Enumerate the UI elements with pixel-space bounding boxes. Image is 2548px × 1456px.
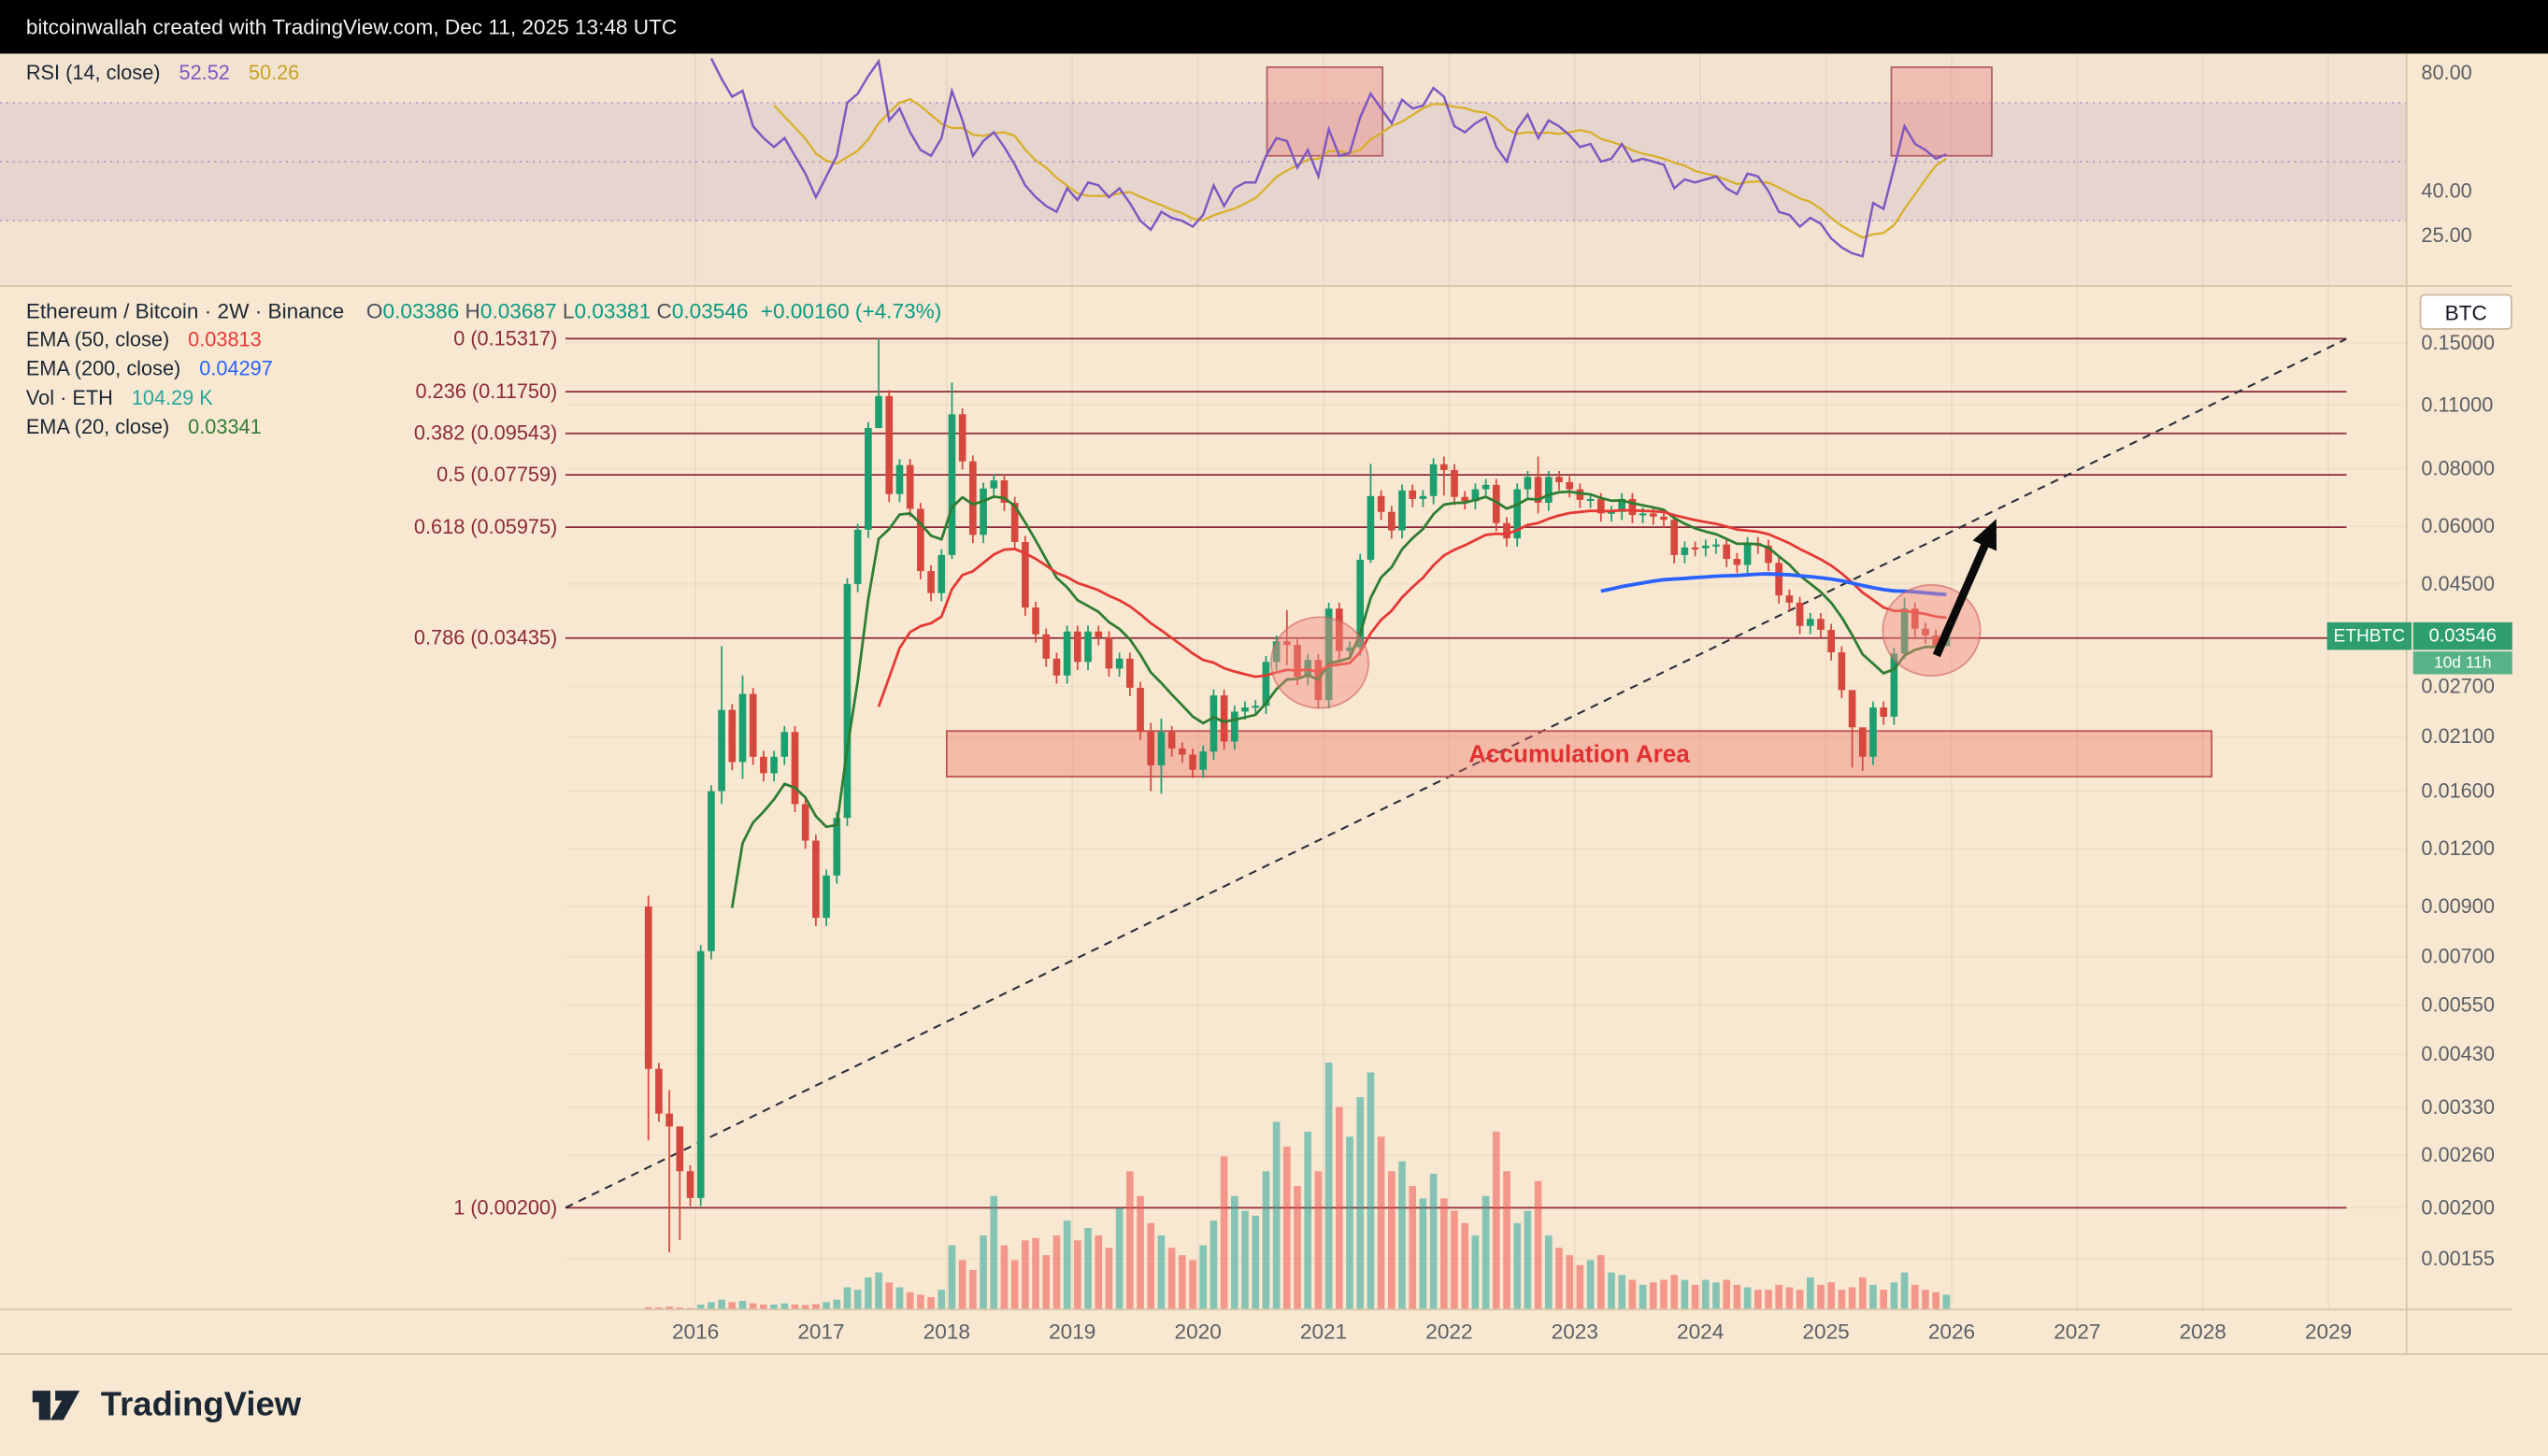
svg-text:0.04500: 0.04500: [2421, 572, 2495, 595]
gridlines: [565, 53, 2407, 1310]
svg-text:2021: 2021: [1300, 1320, 1347, 1344]
ema50-label: EMA (50, close): [25, 328, 170, 351]
svg-text:2023: 2023: [1552, 1320, 1598, 1344]
svg-text:0.00330: 0.00330: [2421, 1095, 2495, 1119]
axes[interactable]: 2016 2017 2018 2019 2020 2021 2022 2023 2024 2025…: [672, 61, 2495, 1343]
svg-text:0.01200: 0.01200: [2421, 836, 2495, 860]
svg-text:2018: 2018: [923, 1320, 970, 1344]
ohlc-high-value: 0.03687: [480, 298, 557, 323]
ohlc-close-key: C: [656, 298, 672, 323]
fib-retracement-lines: 0 (0.15317) 0.236 (0.11750) 0.382 (0.09543…: [414, 326, 2347, 1219]
svg-text:0.11000: 0.11000: [2421, 393, 2493, 416]
svg-text:2025: 2025: [1802, 1320, 1849, 1344]
symbol-title: Ethereum / Bitcoin · 2W · Binance: [25, 298, 345, 323]
ohlc-low-key: L: [562, 298, 575, 323]
change-value: +0.00160 (+4.73%): [760, 298, 942, 323]
svg-text:0.00550: 0.00550: [2421, 992, 2495, 1016]
svg-text:0.00700: 0.00700: [2421, 945, 2495, 968]
rsi-value: 52.52: [179, 62, 230, 85]
svg-text:0.08000: 0.08000: [2421, 457, 2495, 480]
ema200-label: EMA (200, close): [25, 357, 181, 380]
volume-value: 104.29 K: [131, 386, 213, 410]
svg-text:80.00: 80.00: [2421, 61, 2471, 84]
svg-text:0.382 (0.09543): 0.382 (0.09543): [414, 421, 557, 445]
svg-text:0.15000: 0.15000: [2421, 331, 2495, 354]
currency-unit-button[interactable]: BTC: [2419, 293, 2512, 330]
svg-text:2024: 2024: [1677, 1320, 1724, 1344]
rsi-pane: [0, 53, 2407, 286]
ema20-label: EMA (20, close): [25, 416, 170, 439]
status-bar: bitcoinwallah created with TradingView.c…: [0, 0, 2548, 54]
svg-text:0.06000: 0.06000: [2421, 514, 2495, 537]
symbol-legend[interactable]: Ethereum / Bitcoin · 2W · Binance O0.033…: [26, 299, 941, 323]
svg-text:25.00: 25.00: [2421, 223, 2471, 247]
ema20-value: 0.03341: [188, 416, 262, 439]
svg-text:0.00260: 0.00260: [2421, 1143, 2495, 1166]
svg-text:0.01600: 0.01600: [2421, 779, 2495, 803]
ohlc-high-key: H: [465, 298, 480, 323]
svg-text:0.00900: 0.00900: [2421, 894, 2495, 918]
ema200-value: 0.04297: [199, 357, 273, 380]
svg-text:0.00155: 0.00155: [2421, 1247, 2495, 1270]
annotations: [0, 53, 2512, 1354]
svg-text:40.00: 40.00: [2421, 179, 2471, 203]
svg-text:0.786 (0.03435): 0.786 (0.03435): [414, 626, 557, 649]
accumulation-area: Accumulation Area: [945, 730, 2213, 778]
svg-text:2029: 2029: [2305, 1320, 2352, 1344]
svg-text:0.5 (0.07759): 0.5 (0.07759): [437, 463, 557, 486]
svg-text:2026: 2026: [1928, 1320, 1975, 1344]
svg-text:2016: 2016: [672, 1320, 719, 1344]
ema50-value: 0.03813: [188, 328, 262, 351]
ema-lines: [730, 490, 1947, 908]
svg-text:2020: 2020: [1175, 1320, 1222, 1344]
tradingview-wordmark[interactable]: TradingView: [100, 1385, 302, 1423]
rsi-legend[interactable]: RSI (14, close) 52.52 50.26: [26, 62, 299, 84]
svg-text:0.00200: 0.00200: [2421, 1195, 2495, 1219]
svg-text:2027: 2027: [2054, 1320, 2100, 1344]
ohlc-low-value: 0.03381: [574, 298, 651, 323]
bar-countdown-tag: 10d 11h: [2412, 651, 2512, 675]
svg-text:2019: 2019: [1049, 1320, 1095, 1344]
legend-ema50[interactable]: EMA (50, close) 0.03813: [26, 328, 262, 350]
symbol-price-tag: ETHBTC: [2326, 621, 2412, 650]
svg-text:0.618 (0.05975): 0.618 (0.05975): [414, 515, 557, 538]
rsi-ma-value: 50.26: [248, 62, 300, 85]
svg-text:0.236 (0.11750): 0.236 (0.11750): [416, 379, 558, 403]
ohlc-open-value: 0.03386: [382, 298, 460, 323]
svg-text:1 (0.00200): 1 (0.00200): [453, 1195, 557, 1219]
ohlc-close-value: 0.03546: [671, 298, 749, 323]
svg-text:0 (0.15317): 0 (0.15317): [453, 326, 557, 350]
footer-bar: TradingView: [0, 1353, 2548, 1456]
volume-bars: [644, 1062, 1951, 1310]
ohlc-open-key: O: [365, 298, 383, 323]
svg-text:0.02100: 0.02100: [2421, 724, 2495, 748]
rsi-legend-label: RSI (14, close): [25, 62, 161, 85]
legend-volume[interactable]: Vol · ETH 104.29 K: [26, 387, 213, 409]
svg-text:2022: 2022: [1425, 1320, 1472, 1344]
legend-ema20[interactable]: EMA (20, close) 0.03341: [26, 416, 262, 438]
candlesticks: [644, 338, 1951, 1253]
volume-label: Vol · ETH: [25, 386, 113, 410]
legend-ema200[interactable]: EMA (200, close) 0.04297: [26, 357, 273, 379]
svg-text:0.02700: 0.02700: [2421, 674, 2495, 697]
tradingview-logo-icon[interactable]: [29, 1384, 84, 1426]
svg-text:2028: 2028: [2180, 1320, 2226, 1344]
status-bar-text: bitcoinwallah created with TradingView.c…: [25, 14, 678, 39]
svg-text:Accumulation Area: Accumulation Area: [1468, 739, 1690, 767]
last-price-tag: 0.03546: [2412, 621, 2512, 650]
svg-text:0.00430: 0.00430: [2421, 1042, 2495, 1065]
svg-text:2017: 2017: [797, 1320, 844, 1344]
